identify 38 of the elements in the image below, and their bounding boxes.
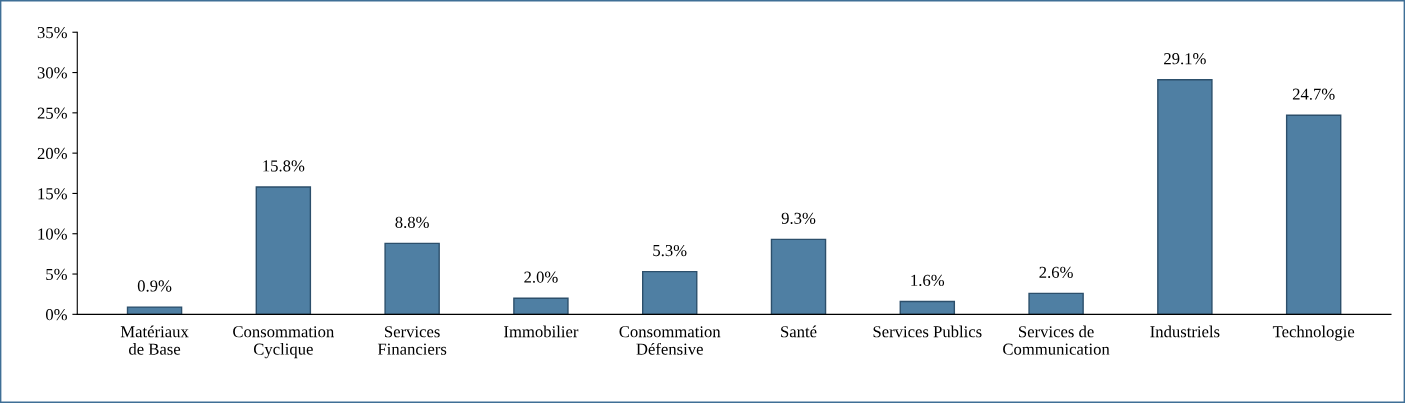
data-label: 5.3%: [653, 244, 687, 257]
bar: [641, 270, 698, 315]
bar: [899, 300, 956, 315]
bar: [384, 242, 440, 315]
x-tick-label: Industriels: [1150, 325, 1220, 338]
bar: [770, 238, 827, 315]
x-tick-label: Santé: [781, 325, 817, 338]
data-label: 24.7%: [1292, 88, 1335, 100]
bar: [513, 297, 569, 315]
y-tick-label: 35%: [37, 26, 67, 39]
data-label: 8.8%: [395, 216, 429, 229]
data-label: 0.9%: [137, 280, 172, 292]
bar: [1285, 114, 1342, 315]
data-label: 15.8%: [263, 160, 305, 172]
data-label: 2.0%: [524, 271, 558, 283]
bar: [255, 186, 312, 315]
y-tick-label: 5%: [46, 268, 67, 281]
bar: [1028, 292, 1084, 315]
x-tick-label: Services Publics: [873, 325, 982, 338]
y-tick-label: 15%: [38, 188, 67, 200]
bar: [1157, 79, 1213, 315]
y-tick-label: 25%: [37, 107, 67, 119]
y-tick-label: 0%: [45, 309, 67, 321]
y-tick-label: 20%: [37, 147, 67, 160]
data-label: 29.1%: [1164, 53, 1206, 65]
data-label: 2.6%: [1039, 266, 1073, 278]
data-label: 1.6%: [911, 274, 945, 287]
data-label: 9.3%: [781, 212, 816, 224]
x-tick-label: Services de Communication: [1003, 325, 1110, 355]
x-tick-label: Consommation Défensive: [619, 326, 721, 355]
x-tick-label: Services Financiers: [377, 326, 447, 355]
y-tick-label: 30%: [37, 67, 67, 79]
x-tick-label: Immobilier: [504, 325, 579, 338]
x-tick-label: Consommation Cyclique: [233, 326, 335, 359]
x-tick-label: Technologie: [1272, 325, 1355, 341]
x-tick-label: Matériaux de Base: [120, 325, 189, 355]
bar: [126, 306, 183, 315]
y-tick-label: 10%: [38, 228, 67, 240]
